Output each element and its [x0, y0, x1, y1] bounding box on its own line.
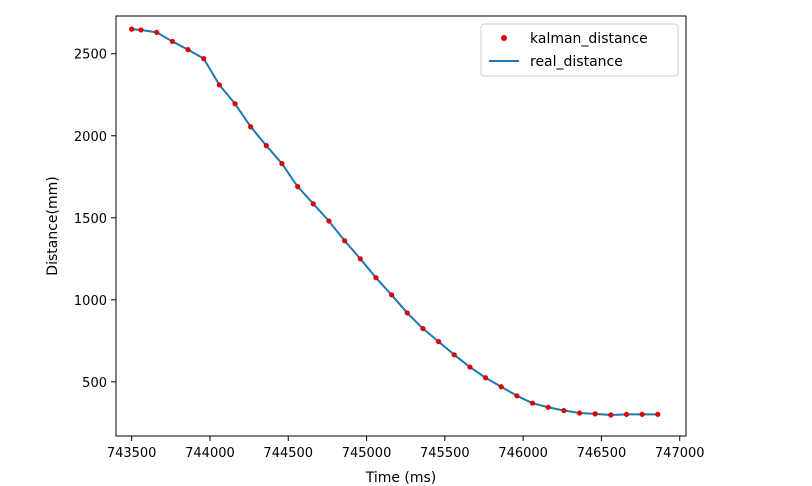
- x-tick-label: 744000: [185, 446, 235, 461]
- data-point: [467, 364, 473, 370]
- data-point: [310, 201, 316, 207]
- plot-frame: [115, 15, 687, 437]
- legend: kalman_distance real_distance: [480, 23, 679, 77]
- x-tick-label: 744500: [263, 446, 313, 461]
- data-point: [169, 38, 175, 45]
- data-point: [482, 375, 489, 381]
- y-tick-label: 1000: [74, 294, 107, 309]
- data-point: [389, 292, 395, 298]
- data-point: [248, 124, 254, 130]
- data-point: [279, 161, 285, 167]
- data-point: [514, 393, 520, 399]
- series-line-real-distance: [131, 28, 658, 416]
- x-tick-label: 746000: [498, 446, 548, 461]
- legend-label-real: real_distance: [530, 54, 623, 70]
- data-point: [373, 275, 379, 281]
- data-point: [154, 29, 160, 36]
- data-point: [639, 411, 645, 417]
- x-axis-label: Time (ms): [365, 470, 437, 486]
- y-tick-label: 1500: [74, 212, 107, 227]
- data-point: [623, 411, 630, 417]
- data-point: [435, 339, 442, 345]
- data-point: [404, 310, 410, 316]
- data-point: [608, 412, 614, 418]
- y-tick-label: 2000: [74, 130, 107, 145]
- data-point: [216, 82, 222, 88]
- data-point: [326, 218, 332, 224]
- data-point: [357, 256, 363, 262]
- x-tick-label: 747000: [655, 446, 705, 461]
- data-point: [561, 407, 567, 414]
- data-point: [592, 411, 598, 417]
- x-tick-label: 745000: [342, 446, 392, 461]
- axes: 743500 744000 744500 745000 745500 746000 7465…: [74, 15, 705, 461]
- data-point: [232, 101, 238, 107]
- legend-label-kalman: kalman_distance: [530, 31, 648, 47]
- x-tick-label: 745500: [420, 446, 470, 461]
- data-point: [498, 384, 504, 390]
- data-point: [129, 26, 135, 32]
- data-point: [201, 56, 207, 62]
- data-point: [529, 400, 536, 406]
- data-point: [420, 325, 426, 332]
- data-point: [138, 27, 144, 33]
- data-point: [263, 143, 269, 149]
- data-point: [295, 184, 301, 190]
- y-axis-label: Distance(mm): [45, 176, 61, 275]
- x-tick-label: 743500: [107, 446, 157, 461]
- data-point: [545, 404, 551, 410]
- data-point: [576, 410, 583, 416]
- y-tick-label: 2500: [74, 48, 107, 63]
- legend-box: [480, 23, 679, 77]
- data-point: [185, 47, 191, 53]
- x-tick-label: 746500: [577, 446, 627, 461]
- data-point: [342, 238, 348, 244]
- plot-area: [129, 26, 661, 418]
- data-point: [451, 352, 457, 358]
- y-tick-label: 500: [82, 376, 107, 391]
- data-point: [655, 411, 661, 417]
- legend-marker-kalman: [501, 35, 507, 41]
